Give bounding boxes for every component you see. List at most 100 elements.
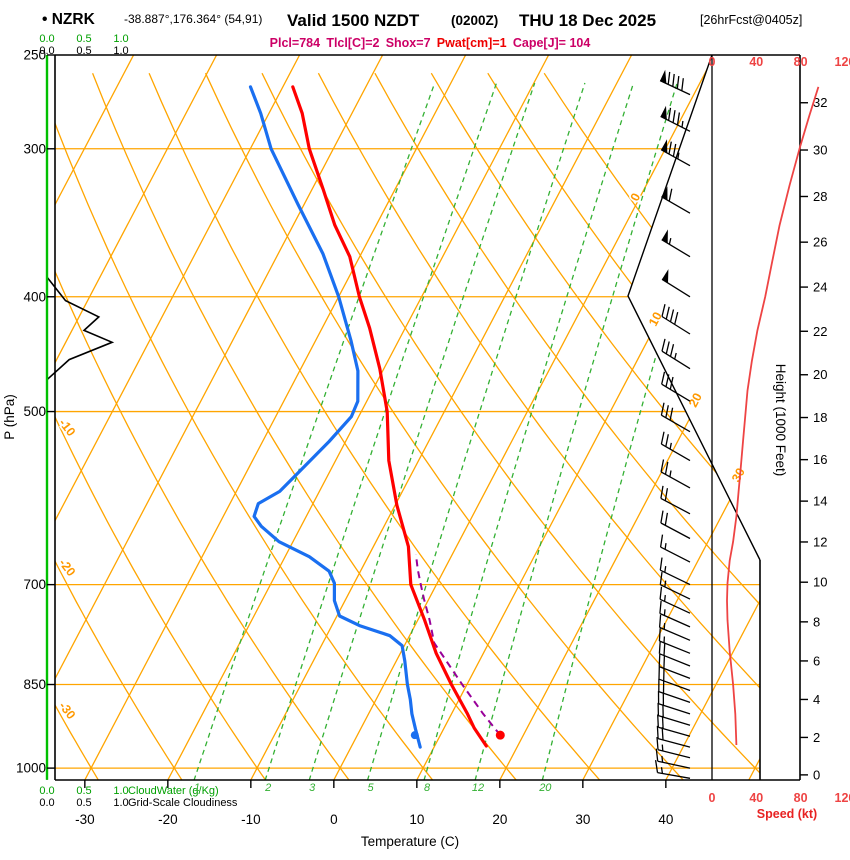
barb-full — [660, 485, 664, 499]
height-tick-label: 26 — [813, 235, 827, 250]
station-coords: -38.887°,176.364° (54,91) — [124, 12, 262, 26]
barb-staff — [661, 196, 691, 214]
mixing-ratio-label: 1 — [194, 782, 200, 794]
dry-adiabat-line — [55, 72, 350, 780]
barb-full — [659, 557, 663, 571]
pressure-tick-label: 700 — [23, 577, 46, 592]
barb-pennant — [661, 229, 668, 244]
barb-full — [661, 727, 664, 740]
cloudiness-label: Grid-Scale Cloudiness — [128, 797, 238, 809]
cloudwater-scale-top: 1.0 — [113, 33, 128, 45]
surface-temp-dot — [495, 730, 505, 740]
cloudiness-scale-top: 0.5 — [76, 45, 91, 57]
isotherm-label: 10 — [646, 310, 665, 329]
pressure-tick-label: 500 — [23, 404, 46, 419]
wind-barb — [657, 702, 691, 726]
wind-barb — [661, 371, 691, 402]
sounding-profiles — [248, 85, 505, 749]
cloudiness-scale-bottom: 1.0 — [113, 797, 128, 809]
barb-full — [664, 512, 669, 526]
speed-tick-label-bottom: 40 — [749, 791, 763, 805]
param-segment: Shox=7 — [379, 36, 430, 50]
barb-staff — [660, 115, 691, 132]
pressure-tick-label: 300 — [23, 141, 46, 156]
barb-full — [654, 760, 659, 773]
barb-full — [665, 434, 669, 447]
dry-adiabat-line — [374, 72, 760, 780]
speed-tick-label-top: 80 — [794, 55, 808, 69]
barb-half — [660, 767, 664, 774]
param-segment: Plcl=784 — [270, 36, 320, 50]
dry-adiabat-line — [148, 72, 601, 780]
barb-half — [669, 442, 672, 450]
barb-half — [664, 580, 667, 587]
station-id: • NZRK — [42, 11, 96, 28]
pressure-tick-label: 250 — [23, 48, 46, 63]
barb-staff — [657, 771, 691, 779]
temp-axis-title: Temperature (C) — [361, 834, 459, 849]
barb-staff — [661, 278, 691, 298]
wind-barb — [657, 714, 691, 737]
height-tick-label: 20 — [813, 367, 827, 382]
barb-staff — [659, 653, 691, 667]
wind-barb — [660, 459, 691, 489]
barb-full — [658, 614, 662, 628]
barb-full — [665, 374, 670, 387]
barb-full — [676, 76, 680, 89]
barb-full — [661, 338, 666, 352]
temp-tick-label: -30 — [75, 812, 95, 827]
height-tick-label: 0 — [813, 767, 820, 782]
temp-tick-label: 10 — [409, 812, 424, 827]
mixing-ratio-line — [474, 82, 678, 780]
cloudiness-scale-bottom: 0.5 — [76, 797, 91, 809]
height-tick-label: 22 — [813, 324, 827, 339]
height-tick-label: 12 — [813, 534, 827, 549]
barb-full — [672, 110, 676, 123]
barb-full — [672, 143, 677, 157]
wind-barbs — [654, 69, 691, 779]
pressure-tick-label: 1000 — [16, 761, 46, 776]
isotherm-line — [55, 55, 218, 780]
barb-staff — [659, 598, 691, 614]
mixing-ratio-line — [423, 82, 635, 780]
wind-barb — [659, 572, 691, 600]
barb-full — [676, 112, 681, 126]
barb-half — [668, 237, 672, 245]
barb-half — [664, 566, 667, 573]
dry-adiabat-label: -20 — [56, 556, 78, 579]
wind-barb — [661, 338, 691, 370]
cloudwater-scale-bottom: 1.0 — [113, 785, 128, 797]
mixing-ratio-label: 5 — [367, 782, 374, 794]
param-segment: Pwat[cm]=1 — [431, 36, 507, 50]
height-tick-label: 18 — [813, 410, 827, 425]
dry-adiabat-label: -10 — [56, 416, 78, 439]
params-line: Plcl=784 Tlcl[C]=2 Shox=7 Pwat[cm]=1 Cap… — [270, 36, 591, 50]
temp-tick-label: -10 — [241, 812, 261, 827]
isotherm-line — [333, 55, 716, 780]
valid-time-z: (0200Z) — [451, 13, 498, 28]
cloudiness-scale-bottom: 0.0 — [39, 797, 54, 809]
barb-staff — [658, 714, 691, 726]
valid-date: THU 18 Dec 2025 — [519, 11, 656, 30]
mixing-ratio-label: 12 — [472, 782, 484, 794]
barb-area-boundary — [627, 54, 761, 561]
dry-adiabat-line — [55, 73, 183, 780]
barb-half — [661, 744, 664, 751]
speed-tick-label-top: 40 — [749, 55, 763, 69]
speed-tick-label-top: 0 — [709, 55, 716, 69]
wind-barb — [659, 586, 691, 614]
barb-staff — [660, 522, 691, 540]
speed-axis-title: Speed (kt) — [757, 807, 817, 821]
mixing-ratio-line — [308, 82, 536, 780]
barb-half — [681, 120, 684, 128]
dry-adiabat-line — [430, 72, 760, 780]
barb-staff — [660, 546, 691, 563]
wind-barb — [660, 485, 691, 515]
barb-half — [677, 152, 680, 160]
barb-half — [663, 623, 666, 630]
mixing-ratio-label: 2 — [264, 782, 271, 794]
mixing-ratio-line — [264, 82, 498, 780]
barb-staff — [658, 690, 691, 704]
speed-tick-label-bottom: 80 — [794, 791, 808, 805]
